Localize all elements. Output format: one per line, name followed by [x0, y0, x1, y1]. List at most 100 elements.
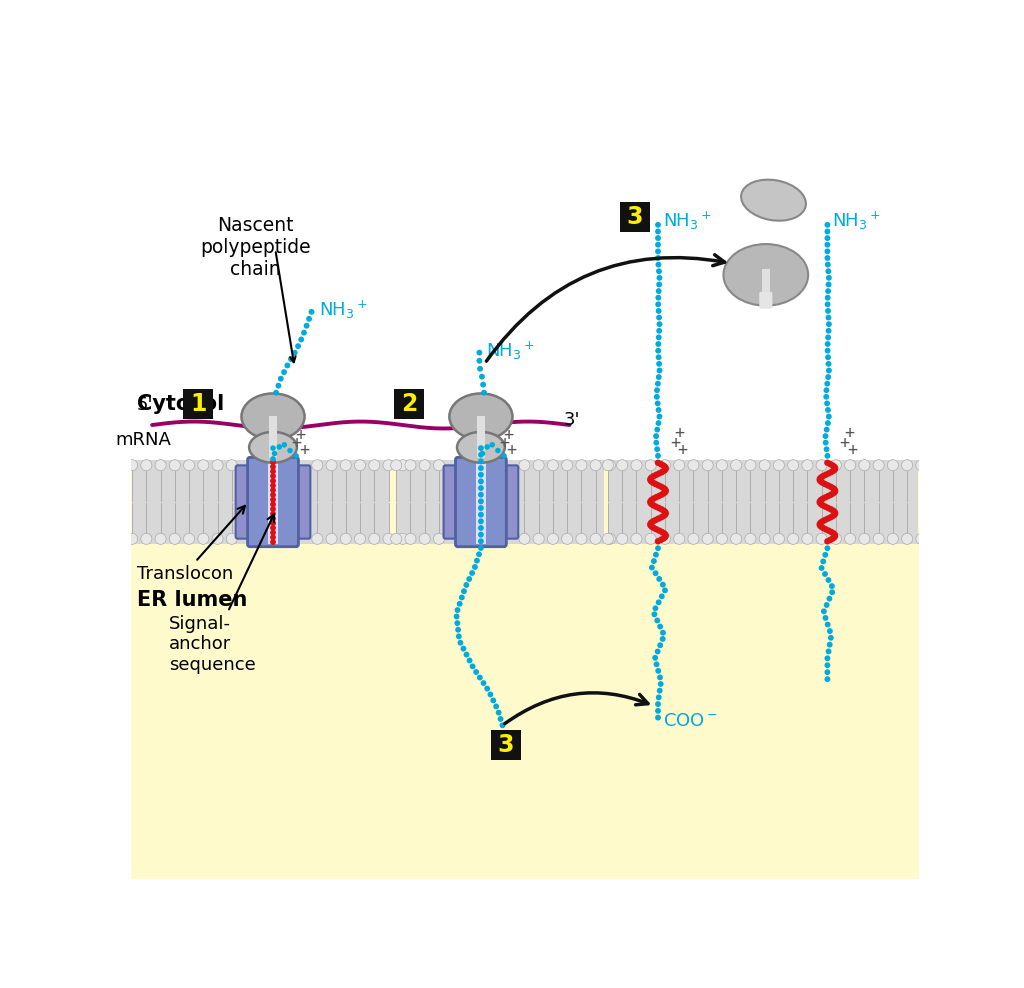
- Circle shape: [662, 512, 669, 518]
- Circle shape: [888, 459, 898, 470]
- Circle shape: [478, 519, 483, 525]
- Circle shape: [604, 534, 615, 544]
- Circle shape: [859, 459, 870, 470]
- Circle shape: [656, 368, 663, 373]
- Circle shape: [654, 400, 660, 406]
- Circle shape: [478, 485, 483, 491]
- Circle shape: [845, 534, 856, 544]
- Polygon shape: [608, 459, 918, 544]
- Circle shape: [827, 628, 833, 634]
- Text: Signal-
anchor
sequence: Signal- anchor sequence: [169, 515, 274, 674]
- Circle shape: [397, 534, 409, 544]
- Circle shape: [822, 471, 829, 478]
- Circle shape: [825, 493, 831, 499]
- Ellipse shape: [457, 432, 505, 462]
- Bar: [762, 270, 770, 304]
- Circle shape: [590, 534, 601, 544]
- Circle shape: [656, 528, 663, 534]
- Circle shape: [472, 564, 478, 570]
- Circle shape: [657, 536, 664, 543]
- Circle shape: [826, 596, 833, 602]
- Circle shape: [823, 602, 829, 608]
- Circle shape: [655, 453, 660, 458]
- Circle shape: [825, 470, 831, 476]
- Circle shape: [825, 361, 831, 367]
- Circle shape: [652, 570, 658, 576]
- Circle shape: [759, 459, 770, 470]
- Circle shape: [825, 528, 831, 534]
- Circle shape: [487, 692, 494, 698]
- Text: +: +: [299, 442, 309, 459]
- Circle shape: [829, 583, 835, 589]
- Circle shape: [478, 498, 483, 504]
- Text: 1: 1: [190, 392, 207, 416]
- Circle shape: [663, 489, 669, 495]
- Circle shape: [828, 635, 834, 640]
- Circle shape: [383, 534, 394, 544]
- Circle shape: [824, 294, 830, 300]
- Circle shape: [476, 358, 482, 364]
- Circle shape: [660, 513, 667, 520]
- Circle shape: [824, 255, 830, 261]
- Circle shape: [823, 447, 829, 453]
- Circle shape: [819, 495, 826, 502]
- Text: +: +: [291, 434, 301, 452]
- Circle shape: [824, 676, 830, 682]
- Circle shape: [655, 505, 663, 511]
- Circle shape: [674, 459, 685, 470]
- Circle shape: [270, 506, 275, 512]
- Circle shape: [655, 222, 660, 228]
- Circle shape: [655, 668, 662, 674]
- Circle shape: [824, 538, 830, 544]
- Circle shape: [270, 492, 275, 498]
- Circle shape: [822, 552, 828, 558]
- Text: Nascent
polypeptide
chain: Nascent polypeptide chain: [200, 215, 310, 279]
- Circle shape: [787, 534, 799, 544]
- Circle shape: [652, 606, 658, 612]
- Circle shape: [270, 456, 275, 461]
- Circle shape: [660, 485, 667, 491]
- Circle shape: [787, 459, 799, 470]
- Circle shape: [489, 442, 495, 448]
- Circle shape: [657, 681, 664, 687]
- Circle shape: [827, 506, 835, 513]
- Circle shape: [270, 446, 275, 451]
- Circle shape: [494, 703, 499, 709]
- FancyBboxPatch shape: [394, 389, 424, 419]
- Circle shape: [326, 534, 337, 544]
- Circle shape: [823, 387, 829, 393]
- Circle shape: [660, 490, 667, 497]
- Circle shape: [478, 525, 483, 531]
- Circle shape: [477, 366, 483, 371]
- Circle shape: [824, 301, 830, 307]
- Circle shape: [825, 328, 831, 334]
- Circle shape: [657, 460, 664, 467]
- Circle shape: [278, 375, 284, 381]
- Circle shape: [561, 459, 572, 470]
- Circle shape: [655, 242, 660, 248]
- Circle shape: [824, 222, 830, 228]
- Circle shape: [655, 701, 660, 707]
- Circle shape: [829, 462, 836, 468]
- Circle shape: [817, 478, 824, 485]
- Circle shape: [820, 525, 826, 532]
- Circle shape: [652, 517, 658, 524]
- Circle shape: [655, 348, 662, 354]
- Circle shape: [658, 594, 665, 600]
- Circle shape: [744, 459, 756, 470]
- Circle shape: [282, 442, 287, 448]
- Circle shape: [660, 531, 668, 536]
- Circle shape: [655, 374, 662, 380]
- Circle shape: [663, 464, 669, 471]
- Circle shape: [829, 513, 837, 520]
- Bar: [268, 416, 278, 458]
- Circle shape: [830, 531, 837, 536]
- Circle shape: [484, 686, 490, 692]
- Circle shape: [654, 538, 662, 544]
- Circle shape: [304, 323, 309, 329]
- Circle shape: [655, 262, 662, 268]
- Ellipse shape: [249, 432, 297, 462]
- Circle shape: [648, 478, 654, 485]
- Circle shape: [169, 459, 180, 470]
- Circle shape: [821, 609, 826, 615]
